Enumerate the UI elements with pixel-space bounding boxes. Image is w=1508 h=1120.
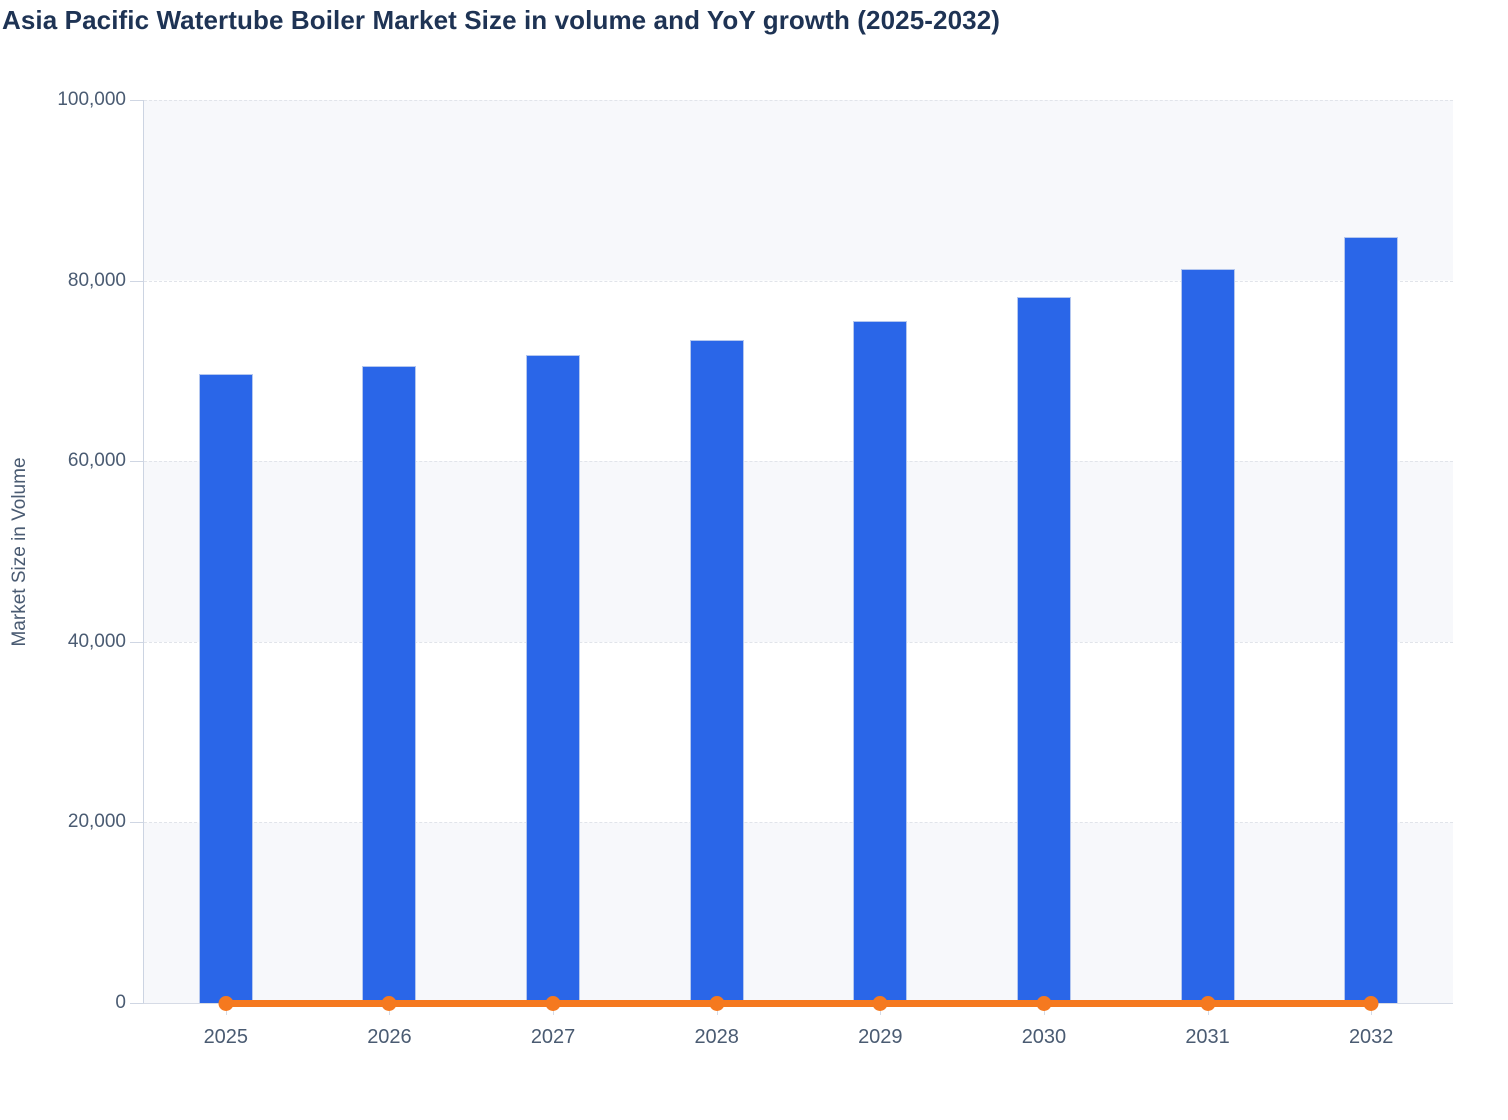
yoy-marker-2025[interactable] [218,996,234,1011]
x-axis-label-2029: 2029 [858,1026,903,1048]
x-axis-label-2030: 2030 [1021,1026,1067,1048]
bar-2028[interactable] [689,340,744,1003]
bar-2027[interactable] [526,354,581,1003]
y-gridline [144,100,1453,101]
y-gridline [144,641,1453,643]
x-axis-label-2026: 2026 [367,1026,412,1048]
bar-2026[interactable] [362,366,417,1003]
y-axis-tick-label: 60,000 [67,450,126,472]
y-axis-tick-label: 20,000 [67,811,126,833]
y-axis-tick-label: 0 [115,992,126,1013]
x-axis-label-2032: 2032 [1348,1026,1394,1048]
yoy-marker-2026[interactable] [381,996,397,1011]
y-axis-tick-label: 40,000 [67,630,126,652]
yoy-marker-2031[interactable] [1200,996,1216,1011]
y-axis-title-label: Market Size in Volume [9,457,30,647]
y-axis-tick [130,822,143,824]
yoy-marker-2029[interactable] [872,996,888,1011]
bar-2031[interactable] [1180,268,1235,1003]
y-gridline [144,822,1453,824]
x-axis-label-2027: 2027 [530,1026,576,1048]
y-axis-tick [130,280,143,282]
y-axis-tick [130,100,143,101]
y-axis-tick [130,461,143,463]
x-axis-label-2028: 2028 [694,1026,739,1048]
yoy-marker-2028[interactable] [709,996,725,1011]
y-axis-tick-label: 80,000 [67,269,126,291]
y-gridline [144,280,1453,282]
y-gridline [144,461,1453,463]
y-axis-tick [130,1003,143,1004]
yoy-marker-2027[interactable] [545,996,561,1011]
yoy-marker-2032[interactable] [1363,996,1379,1011]
chart-title: Asia Pacific Watertube Boiler Market Siz… [2,5,1001,35]
x-axis-label-2031: 2031 [1185,1026,1230,1048]
bar-2030[interactable] [1016,296,1071,1003]
yoy-growth-line[interactable] [225,1000,1372,1007]
bar-2032[interactable] [1344,237,1399,1003]
bar-2029[interactable] [853,321,908,1003]
x-axis-label-2025: 2025 [203,1026,249,1048]
bar-2025[interactable] [198,373,253,1003]
plot-area: 2025 2026 2027 2028 2029 2030 2031 2032 [143,100,1453,1048]
y-axis-tick [130,641,143,643]
yoy-marker-2030[interactable] [1036,996,1052,1011]
y-axis-tick-label: 100,000 [57,89,126,110]
